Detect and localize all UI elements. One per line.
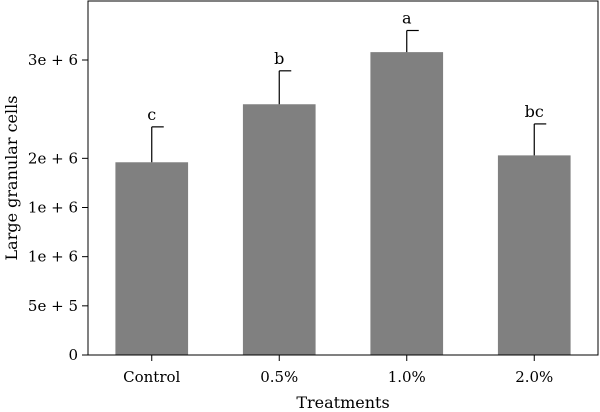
bar-0 <box>115 162 189 355</box>
y-axis-title: Large granular cells <box>2 96 21 261</box>
significance-label-1: b <box>274 49 284 68</box>
x-tick-label-2: 1.0% <box>388 368 426 386</box>
x-tick-label-3: 2.0% <box>515 368 553 386</box>
error-bar-1 <box>278 70 292 105</box>
y-axis: 0 5e + 5 1e + 6 1e + 6 2e + 6 3e + 6 <box>28 51 88 364</box>
x-tick-label-0: Control <box>123 368 180 386</box>
x-axis: Control 0.5% 1.0% 2.0% <box>123 355 553 386</box>
significance-label-3: bc <box>525 102 544 121</box>
y-tick-label-0: 0 <box>68 346 78 364</box>
significance-labels-group: c b a bc <box>147 9 544 124</box>
y-tick-label-4: 2e + 6 <box>28 149 78 167</box>
error-bar-2 <box>406 29 419 53</box>
y-tick-label-3: 1e + 6 <box>28 199 78 217</box>
error-bars-group <box>151 29 547 163</box>
plot-frame <box>87 0 599 356</box>
bars-group <box>115 52 571 356</box>
significance-label-0: c <box>147 105 156 124</box>
bar-1 <box>242 104 316 355</box>
y-tick-label-2: 1e + 6 <box>28 248 78 266</box>
error-bar-3 <box>533 123 547 156</box>
x-tick-label-1: 0.5% <box>260 368 298 386</box>
y-tick-label-1: 5e + 5 <box>28 297 78 315</box>
bar-2 <box>370 52 444 356</box>
error-bar-0 <box>151 126 164 163</box>
significance-label-2: a <box>402 9 412 28</box>
x-axis-title: Treatments <box>296 393 389 412</box>
bar-3 <box>497 155 571 355</box>
y-tick-label-5: 3e + 6 <box>28 51 78 69</box>
